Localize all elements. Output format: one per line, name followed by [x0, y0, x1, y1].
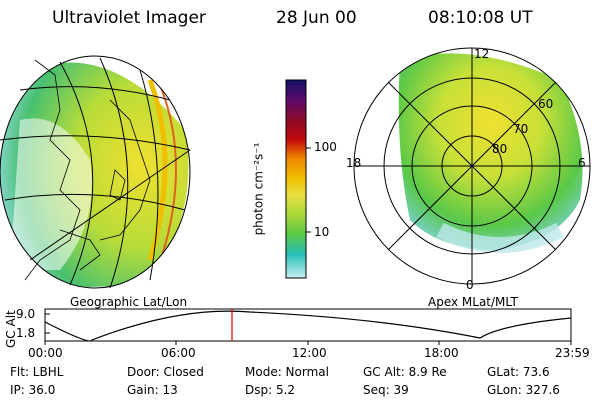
door-info: Door: Closed: [127, 365, 204, 379]
lat-label-80: 80: [492, 142, 508, 156]
ip-info: IP: 36.0: [10, 383, 56, 397]
x-tick-1800: 18:00: [424, 346, 459, 360]
mlt-label-18: 18: [346, 156, 362, 170]
mode-info: Mode: Normal: [245, 365, 329, 379]
lat-label-60: 60: [538, 97, 554, 111]
apex-panel-label: Apex MLat/MLT: [428, 295, 518, 309]
seq-info: Seq: 39: [363, 383, 409, 397]
gc-alt-info: GC Alt: 8.9 Re: [363, 365, 447, 379]
app-title: Ultraviolet Imager: [52, 8, 206, 28]
glon-info: GLon: 327.6: [487, 383, 560, 397]
dsp-info: Dsp: 5.2: [245, 383, 296, 397]
y-tick-9: 9.0: [16, 307, 36, 321]
y-tick-1-8: 1.8: [16, 326, 36, 340]
time-label: 08:10:08 UT: [428, 8, 533, 28]
gain-info: Gain: 13: [127, 383, 178, 397]
lat-label-70: 70: [513, 122, 529, 136]
colorbar-tick-10: 10: [314, 225, 330, 239]
x-tick-1200: 12:00: [292, 346, 327, 360]
mlt-label-6: 6: [578, 156, 586, 170]
x-tick-0600: 06:00: [161, 346, 196, 360]
geographic-panel-label: Geographic Lat/Lon: [70, 295, 188, 309]
x-tick-0000: 00:00: [28, 346, 63, 360]
coastline-lines: [24, 59, 151, 281]
filter-info: Flt: LBHL: [10, 365, 64, 379]
x-tick-2359: 23:59: [555, 346, 590, 360]
glat-info: GLat: 73.6: [487, 365, 550, 379]
mlt-label-12: 12: [474, 47, 490, 61]
colorbar-tick-100: 100: [314, 140, 337, 154]
mlt-label-0: 0: [466, 278, 474, 292]
geo-grid-lines: [0, 57, 191, 289]
polar-grid: [353, 47, 591, 285]
date-label: 28 Jun 00: [276, 8, 357, 28]
